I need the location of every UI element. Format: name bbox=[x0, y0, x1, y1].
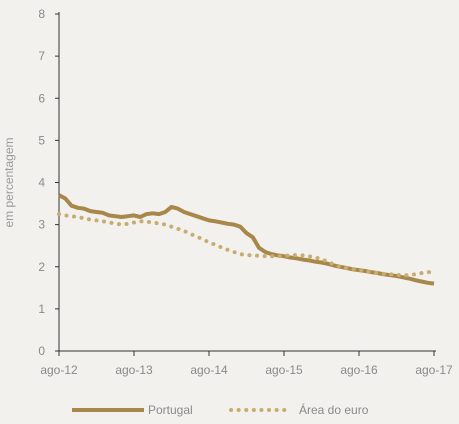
legend-label-area-do-euro: Área do euro bbox=[299, 402, 369, 417]
y-tick-label: 5 bbox=[38, 133, 45, 147]
x-tick-label: ago-13 bbox=[115, 363, 153, 377]
x-tick-label: ago-16 bbox=[340, 363, 378, 377]
y-tick-label: 3 bbox=[38, 218, 45, 232]
x-tick-label: ago-15 bbox=[265, 363, 303, 377]
y-tick-label: 7 bbox=[38, 49, 45, 63]
y-tick-label: 8 bbox=[38, 7, 45, 21]
series-line-area-do-euro bbox=[57, 212, 436, 278]
y-tick-label: 4 bbox=[38, 176, 45, 190]
series-line-portugal bbox=[58, 193, 435, 286]
y-tick-label: 2 bbox=[38, 260, 45, 274]
y-tick-label: 0 bbox=[38, 344, 45, 358]
x-tick-label: ago-14 bbox=[190, 363, 228, 377]
y-axis-title: em percentagem bbox=[2, 137, 16, 227]
x-tick-label: ago-12 bbox=[40, 363, 78, 377]
legend-label-portugal: Portugal bbox=[148, 403, 193, 417]
y-tick-label: 1 bbox=[38, 302, 45, 316]
y-tick-label: 6 bbox=[38, 91, 45, 105]
x-tick-label: ago-17 bbox=[415, 363, 453, 377]
